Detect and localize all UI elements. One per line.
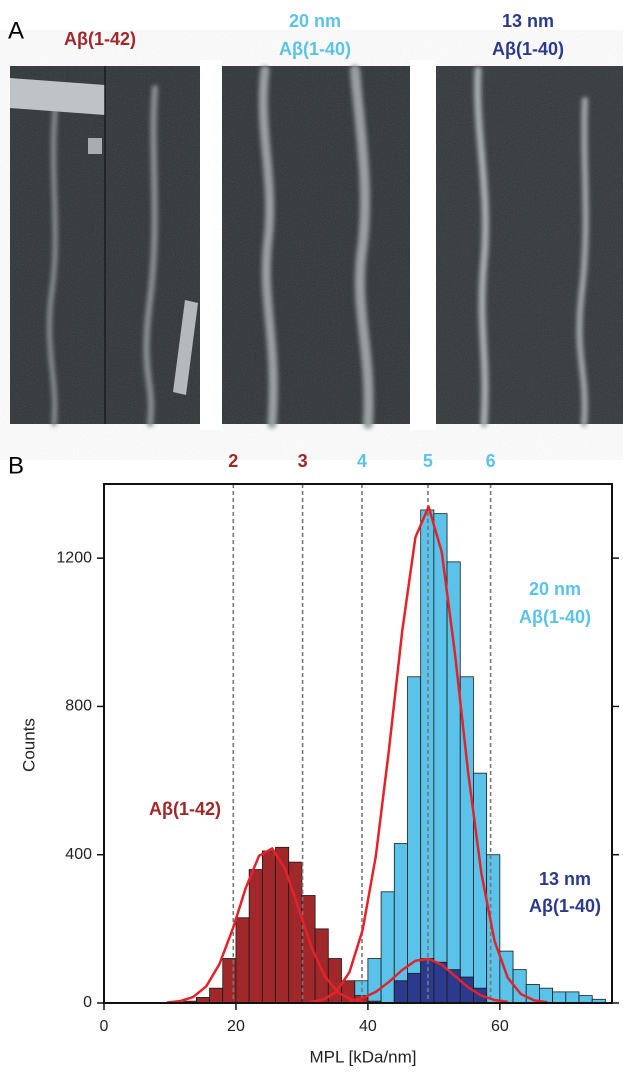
image-label: Aβ(1-40) bbox=[492, 39, 564, 59]
panel-letter: B bbox=[8, 452, 24, 479]
figure: A B MPL [kDa/nm] Counts Aβ(1-42) 20 nm Aβ(… bbox=[0, 0, 623, 1079]
histogram-bar bbox=[236, 918, 249, 1003]
gap bbox=[200, 60, 222, 430]
histogram-bar bbox=[553, 992, 566, 1003]
x-tick-label: 20 bbox=[227, 1018, 245, 1035]
annotation: 13 nm bbox=[539, 869, 591, 889]
histogram-bar bbox=[407, 677, 420, 1003]
histogram-bar bbox=[566, 992, 579, 1003]
x-tick-label: 60 bbox=[491, 1018, 509, 1035]
image-label: Aβ(1-40) bbox=[279, 39, 351, 59]
histogram-bar bbox=[315, 929, 328, 1003]
panel-letter: A bbox=[8, 17, 24, 44]
x-tick-label: 40 bbox=[359, 1018, 377, 1035]
debris bbox=[88, 138, 102, 154]
y-tick-label: 400 bbox=[65, 846, 92, 863]
image-panels bbox=[10, 60, 623, 430]
histogram-bar bbox=[407, 973, 420, 1003]
image-label: 13 nm bbox=[502, 11, 554, 31]
histogram-bar bbox=[262, 851, 275, 1003]
image-label: Aβ(1-42) bbox=[64, 29, 136, 49]
reference-label: 6 bbox=[486, 451, 496, 471]
histogram-bar bbox=[579, 996, 592, 1003]
image-label: 20 nm bbox=[289, 11, 341, 31]
x-axis-title: MPL [kDa/nm] bbox=[309, 1047, 416, 1066]
y-axis-title: Counts bbox=[19, 718, 38, 772]
annotation: Aβ(1-40) bbox=[519, 607, 591, 627]
y-tick-label: 1200 bbox=[56, 549, 92, 566]
y-tick-label: 0 bbox=[83, 994, 92, 1011]
histogram-bar bbox=[394, 844, 407, 1003]
annotation: Aβ(1-42) bbox=[149, 799, 221, 819]
reference-label: 4 bbox=[357, 451, 367, 471]
annotation: Aβ(1-40) bbox=[529, 896, 601, 916]
reference-label: 5 bbox=[423, 451, 433, 471]
histogram-bar bbox=[210, 988, 223, 1003]
plot-frame bbox=[104, 484, 612, 1003]
reference-label: 2 bbox=[228, 451, 238, 471]
gap bbox=[410, 60, 436, 430]
y-tick-label: 800 bbox=[65, 698, 92, 715]
histogram-bar bbox=[249, 870, 262, 1003]
histogram-bar bbox=[394, 981, 407, 1003]
annotation: 20 nm bbox=[529, 579, 581, 599]
x-tick-label: 0 bbox=[100, 1018, 109, 1035]
histogram-bar bbox=[368, 959, 381, 1003]
histogram-bar bbox=[447, 562, 460, 1003]
image-noise bbox=[10, 66, 623, 424]
reference-label: 3 bbox=[298, 451, 308, 471]
